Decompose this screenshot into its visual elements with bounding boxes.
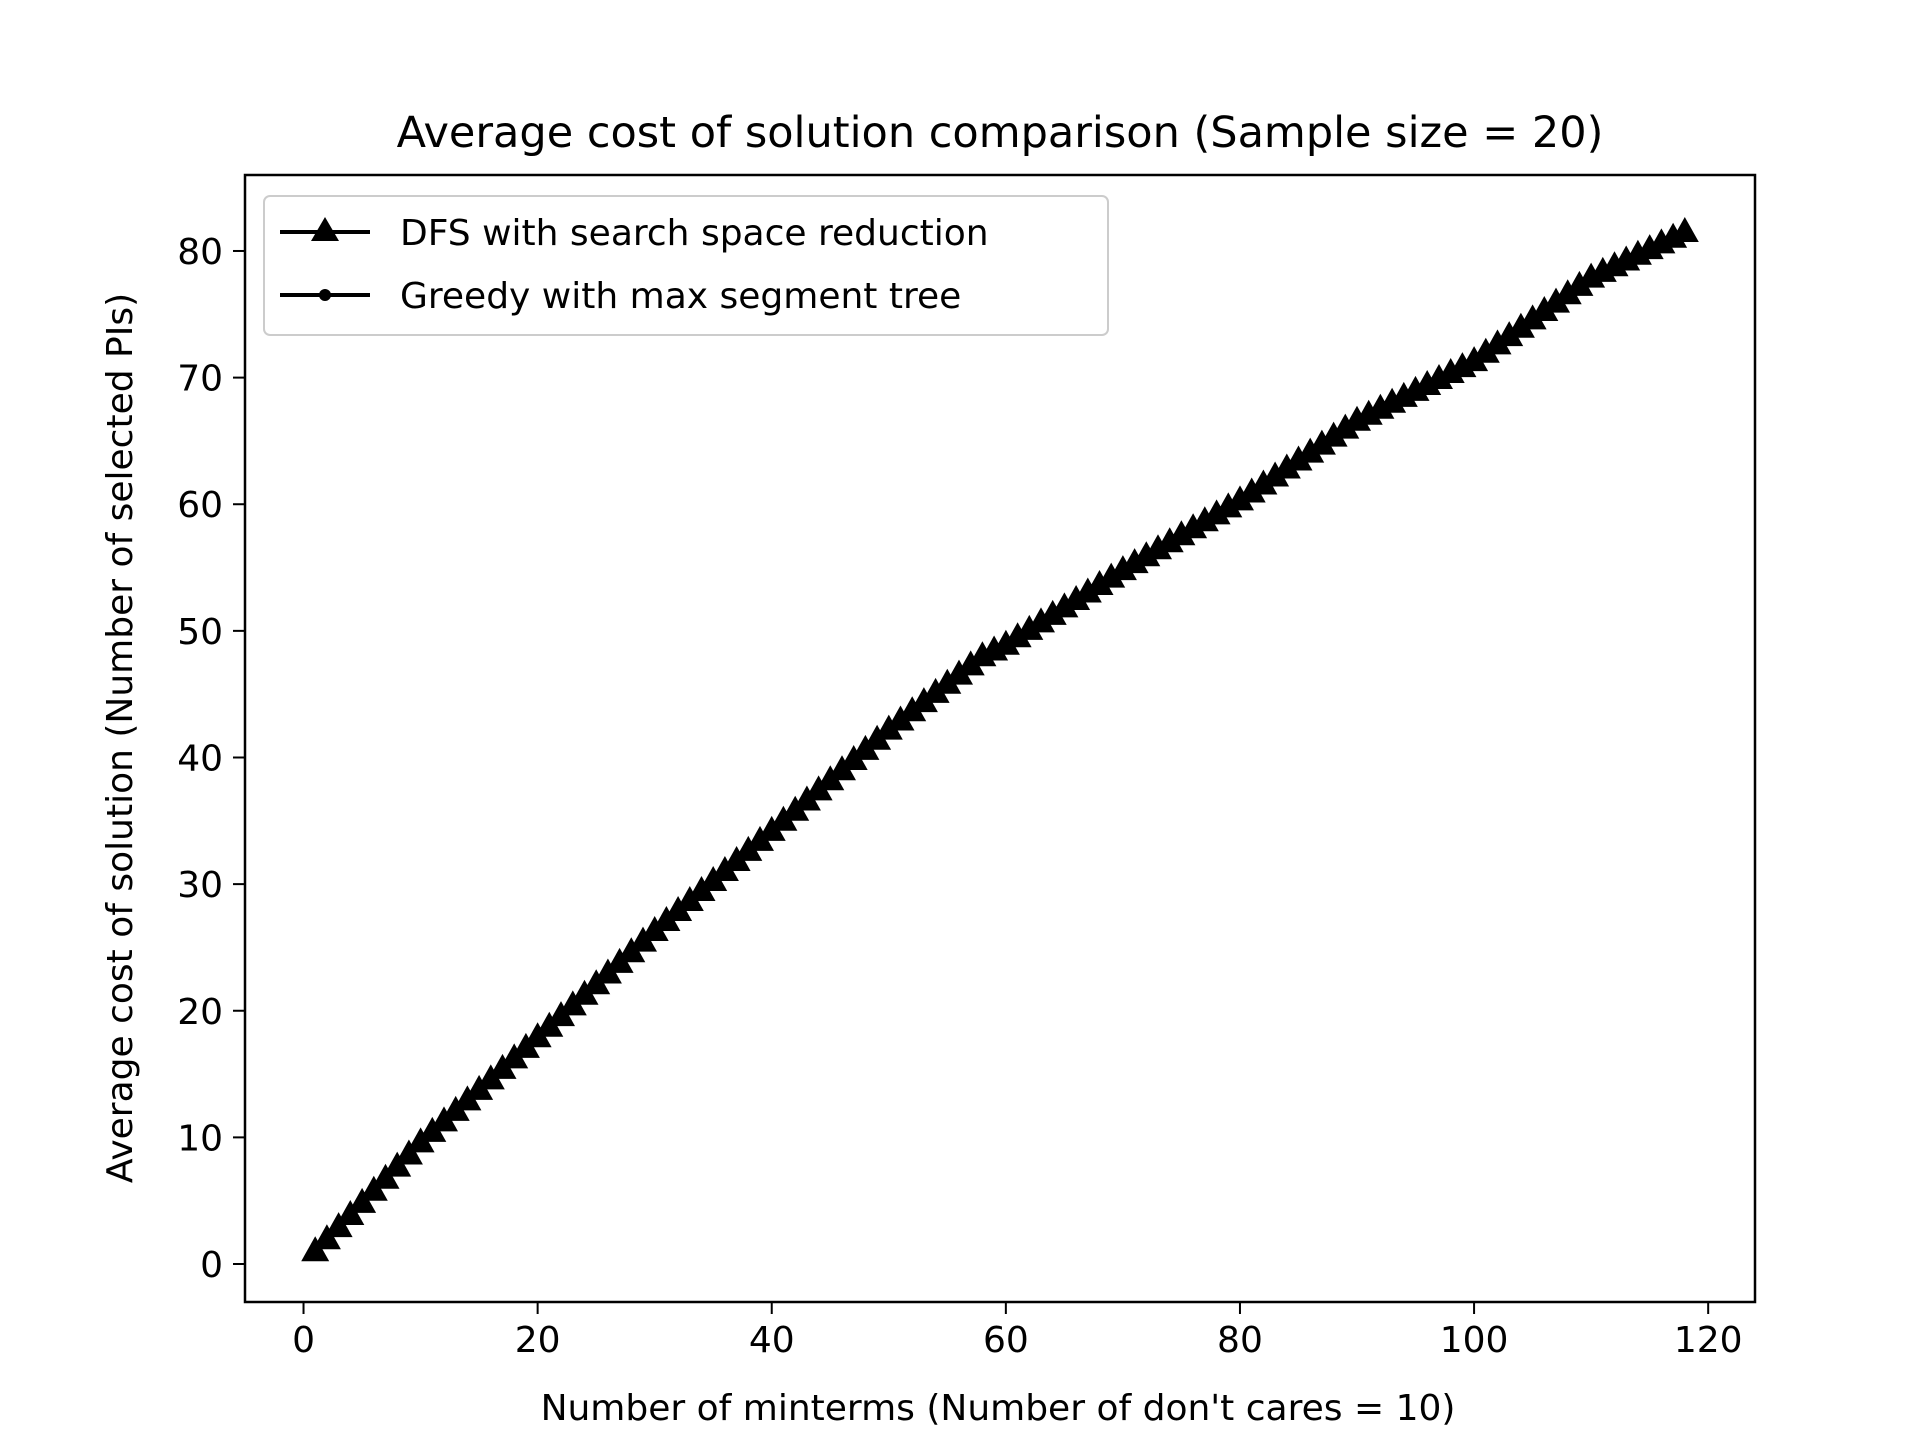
dfs-point-triangle — [1202, 499, 1231, 525]
dfs-point-triangle — [1237, 477, 1266, 503]
chart-title: Average cost of solution comparison (Sam… — [397, 108, 1604, 158]
dfs-point-triangle — [1190, 506, 1219, 532]
y-axis: 0 10 20 30 40 50 60 70 80 — [177, 232, 245, 1286]
dfs-point-triangle — [991, 629, 1020, 655]
dfs-point-triangle — [1085, 570, 1114, 595]
dfs-point-triangle — [1483, 329, 1512, 355]
y-axis-label: Average cost of solution (Number of sele… — [100, 293, 141, 1183]
dfs-point-triangle — [1108, 555, 1137, 581]
dfs-point-triangle — [1003, 622, 1032, 648]
dfs-point-triangle — [1506, 312, 1535, 338]
dfs-point-triangle — [1155, 527, 1184, 553]
y-tick-label: 10 — [177, 1118, 223, 1159]
dfs-point-triangle — [1073, 577, 1102, 603]
y-tick-label: 50 — [177, 612, 223, 653]
dfs-point-triangle — [1027, 607, 1055, 633]
dfs-point-triangle — [1331, 413, 1360, 439]
legend-marker-dfs-triangle — [311, 217, 339, 241]
series-layer — [301, 217, 1699, 1262]
x-axis: 0 20 40 60 80 100 120 — [292, 1302, 1743, 1361]
plot-frame — [243, 173, 1757, 1304]
dfs-point-triangle — [1132, 541, 1161, 567]
legend-label-dfs: DFS with search space reduction — [400, 213, 989, 254]
x-tick-label: 40 — [749, 1320, 795, 1361]
dfs-point-triangle — [1050, 592, 1079, 618]
x-tick-label: 120 — [1674, 1320, 1743, 1361]
legend-box — [263, 195, 1109, 336]
dfs-point-triangle — [1319, 421, 1348, 447]
y-tick-label: 20 — [177, 992, 223, 1033]
dfs-point-triangle — [1542, 287, 1570, 313]
dfs-point-triangle — [1167, 520, 1196, 546]
y-tick-label: 30 — [177, 865, 223, 906]
dfs-point-triangle — [1062, 585, 1091, 610]
x-tick-label: 80 — [1217, 1320, 1263, 1361]
dfs-point-triangle — [1460, 346, 1489, 372]
dfs-point-triangle — [1015, 614, 1044, 640]
x-axis-label: Number of minterms (Number of don't care… — [541, 1388, 1456, 1429]
x-tick-label: 100 — [1440, 1320, 1509, 1361]
dfs-point-triangle — [1249, 469, 1278, 495]
dfs-point-triangle — [1284, 445, 1313, 471]
y-tick-label: 0 — [200, 1245, 223, 1286]
x-tick-label: 20 — [515, 1320, 561, 1361]
dfs-point-triangle — [1670, 217, 1699, 242]
x-tick-label: 60 — [983, 1320, 1029, 1361]
legend: DFS with search space reduction Greedy w… — [263, 195, 1109, 336]
x-tick-label: 0 — [292, 1320, 315, 1361]
dfs-point-triangle — [1565, 270, 1594, 296]
legend-label-greedy: Greedy with max segment tree — [400, 276, 961, 317]
y-tick-label: 60 — [177, 485, 223, 526]
dfs-point-triangle — [1120, 548, 1149, 574]
y-tick-label: 70 — [177, 359, 223, 400]
legend-marker-greedy-circle — [319, 289, 331, 301]
dfs-point-triangle — [1272, 453, 1301, 479]
dfs-point-triangle — [1179, 513, 1208, 539]
dfs-point-triangle — [1226, 485, 1254, 511]
dfs-point-triangle — [1144, 534, 1172, 560]
y-tick-label: 40 — [177, 738, 223, 779]
y-tick-label: 80 — [177, 232, 223, 273]
dfs-point-triangle — [1296, 437, 1325, 463]
dfs-point-triangle — [1097, 562, 1126, 588]
dfs-point-triangle — [1307, 429, 1336, 455]
dfs-point-triangle — [1214, 492, 1243, 518]
dfs-point-triangle — [1038, 599, 1067, 625]
dfs-point-triangle — [1261, 461, 1290, 487]
